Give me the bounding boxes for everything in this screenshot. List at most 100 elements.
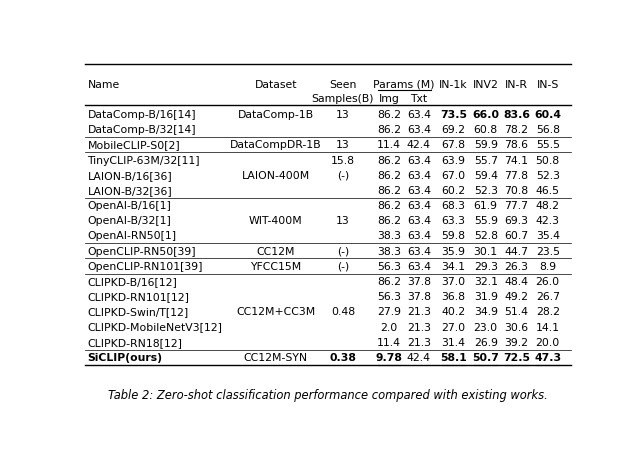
Text: WIT-400M: WIT-400M [249,216,303,226]
Text: 13: 13 [336,140,349,150]
Text: Table 2: Zero-shot classification performance compared with existing works.: Table 2: Zero-shot classification perfor… [108,388,548,401]
Text: 37.8: 37.8 [407,292,431,302]
Text: 38.3: 38.3 [377,231,401,241]
Text: 63.4: 63.4 [407,125,431,135]
Text: 30.6: 30.6 [504,322,529,332]
Text: 60.7: 60.7 [504,231,529,241]
Text: 32.1: 32.1 [474,276,498,286]
Text: 59.8: 59.8 [442,231,465,241]
Text: 55.7: 55.7 [474,155,498,165]
Text: 63.3: 63.3 [442,216,465,226]
Text: 86.2: 86.2 [377,186,401,196]
Text: Dataset: Dataset [255,79,297,89]
Text: Seen: Seen [329,79,356,89]
Text: (-): (-) [337,170,349,180]
Text: 23.0: 23.0 [474,322,498,332]
Text: 69.2: 69.2 [442,125,465,135]
Text: 26.7: 26.7 [536,292,560,302]
Text: 8.9: 8.9 [539,261,556,271]
Text: 63.4: 63.4 [407,170,431,180]
Text: 42.3: 42.3 [536,216,560,226]
Text: 42.4: 42.4 [407,352,431,362]
Text: LAION-400M: LAION-400M [242,170,310,180]
Text: DataCompDR-1B: DataCompDR-1B [230,140,322,150]
Text: 21.3: 21.3 [407,322,431,332]
Text: 20.0: 20.0 [536,337,560,347]
Text: DataComp-B/32[14]: DataComp-B/32[14] [88,125,196,135]
Text: 72.5: 72.5 [503,352,530,362]
Text: 78.2: 78.2 [504,125,529,135]
Text: 48.4: 48.4 [504,276,529,286]
Text: 52.3: 52.3 [536,170,560,180]
Text: 50.8: 50.8 [536,155,560,165]
Text: OpenAI-B/32[1]: OpenAI-B/32[1] [88,216,172,226]
Text: YFCC15M: YFCC15M [250,261,301,271]
Text: 26.0: 26.0 [536,276,560,286]
Text: 11.4: 11.4 [377,337,401,347]
Text: 86.2: 86.2 [377,125,401,135]
Text: 60.8: 60.8 [474,125,498,135]
Text: CC12M-SYN: CC12M-SYN [244,352,308,362]
Text: 59.9: 59.9 [474,140,498,150]
Text: DataComp-B/16[14]: DataComp-B/16[14] [88,110,196,120]
Text: INV2: INV2 [473,79,499,89]
Text: 59.4: 59.4 [474,170,498,180]
Text: 56.8: 56.8 [536,125,560,135]
Text: 63.4: 63.4 [407,186,431,196]
Text: 11.4: 11.4 [377,140,401,150]
Text: 35.4: 35.4 [536,231,560,241]
Text: 14.1: 14.1 [536,322,560,332]
Text: 26.9: 26.9 [474,337,498,347]
Text: 35.9: 35.9 [442,246,465,256]
Text: 73.5: 73.5 [440,110,467,120]
Text: 60.4: 60.4 [534,110,561,120]
Text: 67.0: 67.0 [442,170,465,180]
Text: 61.9: 61.9 [474,201,498,211]
Text: 63.4: 63.4 [407,110,431,120]
Text: 55.5: 55.5 [536,140,560,150]
Text: 78.6: 78.6 [504,140,529,150]
Text: 34.9: 34.9 [474,307,498,317]
Text: 27.0: 27.0 [442,322,465,332]
Text: 15.8: 15.8 [331,155,355,165]
Text: Samples(B): Samples(B) [312,93,374,103]
Text: CLIPKD-MobileNetV3[12]: CLIPKD-MobileNetV3[12] [88,322,223,332]
Text: IN-S: IN-S [536,79,559,89]
Text: 37.8: 37.8 [407,276,431,286]
Text: 9.78: 9.78 [376,352,403,362]
Text: 86.2: 86.2 [377,170,401,180]
Text: OpenCLIP-RN50[39]: OpenCLIP-RN50[39] [88,246,196,256]
Text: 0.48: 0.48 [331,307,355,317]
Text: LAION-B/32[36]: LAION-B/32[36] [88,186,172,196]
Text: 86.2: 86.2 [377,276,401,286]
Text: 40.2: 40.2 [442,307,465,317]
Text: TinyCLIP-63M/32[11]: TinyCLIP-63M/32[11] [88,155,200,165]
Text: 66.0: 66.0 [472,110,499,120]
Text: 13: 13 [336,216,349,226]
Text: 30.1: 30.1 [474,246,498,256]
Text: 63.4: 63.4 [407,201,431,211]
Text: 2.0: 2.0 [380,322,397,332]
Text: 36.8: 36.8 [442,292,465,302]
Text: OpenCLIP-RN101[39]: OpenCLIP-RN101[39] [88,261,203,271]
Text: CLIPKD-RN101[12]: CLIPKD-RN101[12] [88,292,189,302]
Text: CC12M: CC12M [257,246,295,256]
Text: Name: Name [88,79,120,89]
Text: 63.4: 63.4 [407,246,431,256]
Text: IN-R: IN-R [505,79,528,89]
Text: 63.4: 63.4 [407,155,431,165]
Text: 56.3: 56.3 [377,261,401,271]
Text: 21.3: 21.3 [407,307,431,317]
Text: 67.8: 67.8 [442,140,465,150]
Text: 51.4: 51.4 [504,307,529,317]
Text: 28.2: 28.2 [536,307,560,317]
Text: 74.1: 74.1 [504,155,529,165]
Text: 31.9: 31.9 [474,292,498,302]
Text: 44.7: 44.7 [504,246,529,256]
Text: 21.3: 21.3 [407,337,431,347]
Text: 13: 13 [336,110,349,120]
Text: 31.4: 31.4 [442,337,465,347]
Text: 86.2: 86.2 [377,201,401,211]
Text: 83.6: 83.6 [503,110,530,120]
Text: OpenAI-RN50[1]: OpenAI-RN50[1] [88,231,177,241]
